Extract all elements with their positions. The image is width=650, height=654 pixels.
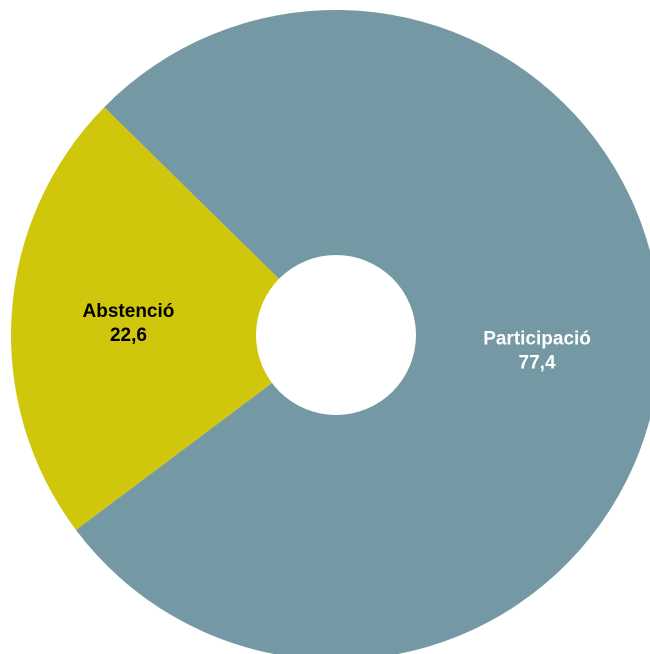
- chart-labels: Participació 77,4 Abstenció 22,6: [83, 301, 591, 373]
- slice-value: 22,6: [110, 325, 147, 346]
- slice-abstencio: [11, 107, 337, 530]
- slice-label: Abstenció: [83, 301, 175, 322]
- slice-value: 77,4: [519, 352, 556, 373]
- slice-label: Participació: [483, 328, 591, 349]
- donut-hole: [256, 255, 416, 415]
